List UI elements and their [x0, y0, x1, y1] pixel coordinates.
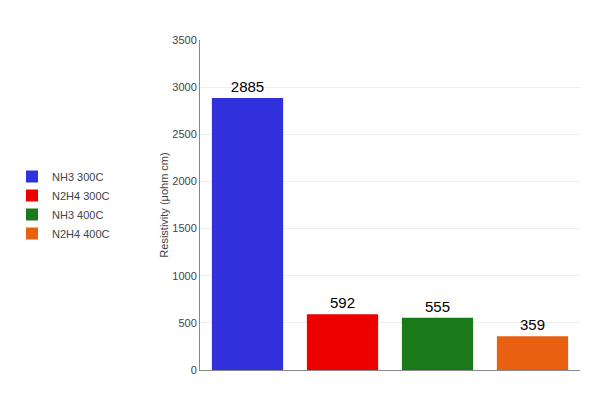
svg-text:2500: 2500	[172, 128, 196, 140]
svg-text:N2H4 300C: N2H4 300C	[52, 190, 110, 202]
svg-text:3000: 3000	[172, 81, 196, 93]
svg-text:1000: 1000	[172, 270, 196, 282]
svg-text:500: 500	[178, 317, 196, 329]
svg-text:359: 359	[520, 316, 545, 333]
svg-text:1500: 1500	[172, 222, 196, 234]
svg-text:NH3 400C: NH3 400C	[52, 209, 103, 221]
svg-text:Resistivity (μohm cm): Resistivity (μohm cm)	[158, 152, 170, 257]
svg-text:555: 555	[425, 298, 450, 315]
svg-text:592: 592	[330, 294, 355, 311]
svg-text:NH3 300C: NH3 300C	[52, 171, 103, 183]
svg-text:N2H4 400C: N2H4 400C	[52, 228, 110, 240]
svg-text:2885: 2885	[231, 78, 264, 95]
svg-text:0: 0	[191, 364, 197, 376]
svg-text:3500: 3500	[172, 34, 196, 46]
svg-text:2000: 2000	[172, 175, 196, 187]
